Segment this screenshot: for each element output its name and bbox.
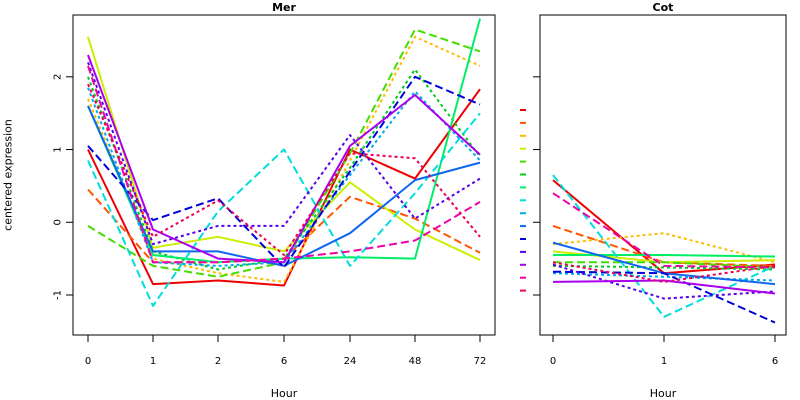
series-line-4 [87, 36, 481, 262]
series-line-1 [552, 179, 776, 275]
x-tick-label: 1 [661, 356, 667, 367]
series-line-12 [87, 61, 481, 246]
series-line-14 [552, 192, 776, 269]
x-tick-label: 72 [474, 356, 487, 367]
x-tick-label: 6 [281, 356, 287, 367]
series-line-9 [552, 272, 776, 282]
y-tick-label: 0 [53, 219, 64, 225]
x-tick-label: 6 [772, 356, 778, 367]
series-line-1 [87, 88, 481, 287]
legend-dash-marks [520, 109, 526, 292]
x-tick-label: 48 [409, 356, 422, 367]
series-line-3 [87, 35, 481, 283]
x-tick-label: 0 [85, 356, 91, 367]
series-line-2 [552, 224, 776, 267]
y-tick-label: 2 [53, 74, 64, 80]
series-line-15 [87, 83, 481, 256]
series-line-8 [87, 112, 481, 307]
panel-cot: Cot 0 1 6 Hour [533, 1, 787, 400]
series-line-6 [552, 264, 776, 271]
series-line-7 [553, 254, 776, 258]
y-tick-label: 1 [53, 146, 64, 152]
series-line-3 [552, 232, 776, 264]
x-tick-label: 0 [550, 356, 556, 367]
series-line-10 [87, 105, 481, 267]
series-line-10 [552, 241, 776, 286]
y-tick-label: -1 [53, 290, 64, 300]
panel-mer: Mer 0 1 2 6 24 48 72 -1 0 1 2 Hour centered expressio… [2, 1, 496, 400]
chart-title: Mer [272, 1, 296, 14]
x-tick-label: 2 [215, 356, 221, 367]
x-axis-label: Hour [271, 387, 298, 400]
series-line-12 [552, 263, 776, 300]
chart-title: Cot [653, 1, 674, 14]
x-tick-label: 24 [344, 356, 357, 367]
y-axis-label: centered expression [2, 119, 15, 231]
x-tick-label: 1 [150, 356, 156, 367]
series-line-13 [87, 54, 481, 264]
series-line-5 [553, 261, 776, 269]
series-line-14 [87, 65, 481, 264]
series-line-11 [552, 270, 776, 324]
series-line-11 [87, 75, 481, 269]
series-line-13 [552, 279, 776, 295]
x-axis-label: Hour [650, 387, 677, 400]
series-line-15 [552, 261, 776, 283]
series-line-8 [552, 174, 776, 318]
plot-frame [539, 14, 787, 336]
